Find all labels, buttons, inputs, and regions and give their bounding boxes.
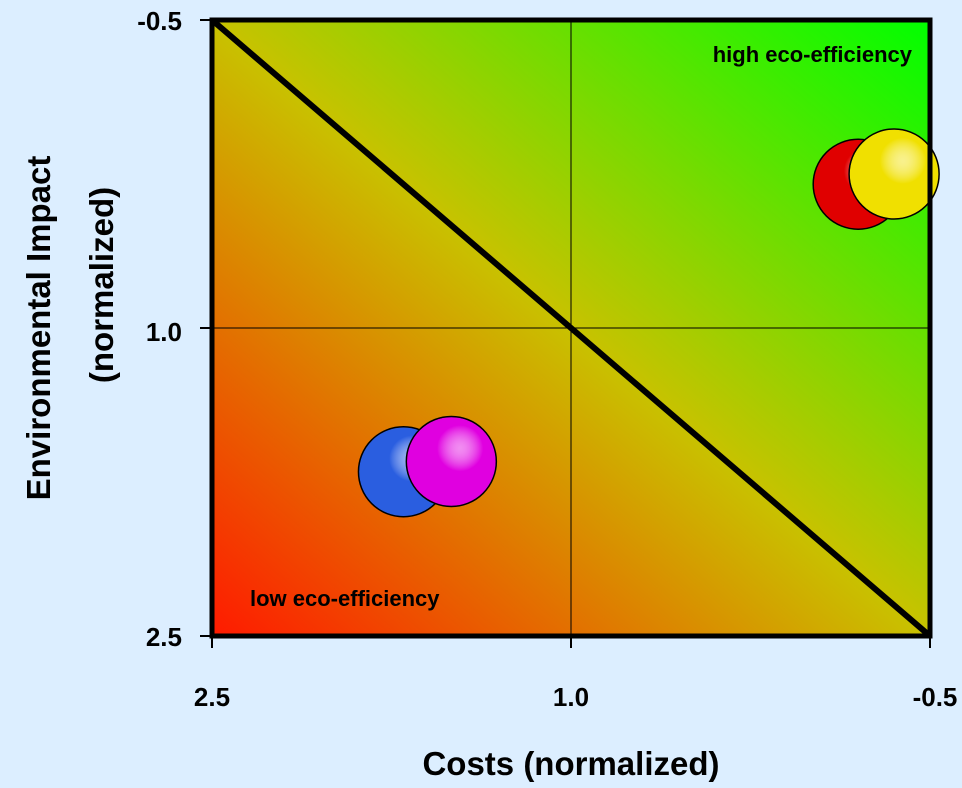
y-axis-title: Environmental Impact — [20, 156, 57, 501]
x-tick-label: 2.5 — [194, 682, 230, 712]
annotation-low-eco-efficiency: low eco-efficiency — [250, 586, 440, 611]
axis-ticks — [200, 19, 931, 648]
x-tick-label: -0.5 — [913, 682, 958, 712]
data-points — [357, 128, 940, 518]
diagonal-line — [210, 17, 932, 639]
data-point-shading — [850, 130, 939, 218]
annotation-high-eco-efficiency: high eco-efficiency — [713, 42, 913, 67]
x-tick-label: 1.0 — [553, 682, 589, 712]
data-point-shading — [407, 417, 496, 506]
x-axis-title: Costs (normalized) — [422, 745, 719, 782]
y-tick-label: -0.5 — [137, 6, 182, 36]
y-axis-subtitle: (normalized) — [83, 187, 120, 383]
y-tick-label: 1.0 — [146, 317, 182, 347]
y-tick-label: 2.5 — [146, 622, 182, 652]
